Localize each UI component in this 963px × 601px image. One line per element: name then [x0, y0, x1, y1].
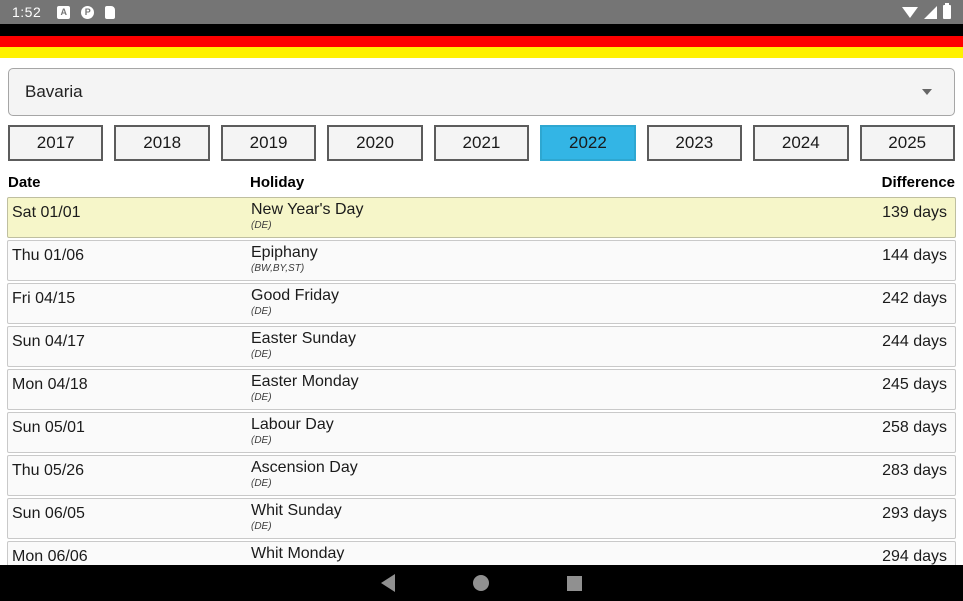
year-button-2025[interactable]: 2025	[859, 125, 955, 161]
holiday-regions: (DE)	[251, 478, 272, 489]
status-bar: 1:52 A P	[0, 0, 963, 24]
holiday-regions: (DE)	[251, 306, 272, 317]
circle-p-badge-icon: P	[81, 5, 95, 19]
cell-signal-icon	[924, 5, 937, 19]
table-row[interactable]: Sun 05/01 Labour Day (DE) 258 days	[7, 412, 956, 453]
holiday-regions: (DE)	[251, 349, 272, 360]
column-header-date: Date	[8, 174, 41, 191]
holiday-date: Mon 04/18	[12, 376, 88, 393]
holiday-cell: New Year's Day (DE)	[251, 201, 847, 237]
holiday-cell: Whit Sunday (DE)	[251, 502, 847, 538]
table-row[interactable]: Sat 01/01 New Year's Day (DE) 139 days	[7, 197, 956, 238]
holiday-cell: Easter Monday (DE)	[251, 373, 847, 409]
holiday-cell: Whit Monday	[251, 545, 847, 581]
wifi-icon	[902, 6, 918, 18]
flag-stripe-red	[0, 36, 963, 47]
table-row[interactable]: Sun 06/05 Whit Sunday (DE) 293 days	[7, 498, 956, 539]
battery-icon	[943, 3, 951, 19]
recents-icon[interactable]	[567, 575, 582, 591]
table-row[interactable]: Fri 04/15 Good Friday (DE) 242 days	[7, 283, 956, 324]
holiday-name: Whit Monday	[251, 545, 345, 562]
holiday-date: Sun 05/01	[12, 419, 85, 436]
holiday-difference: 294 days	[882, 548, 947, 565]
holiday-name: New Year's Day	[251, 201, 364, 218]
holiday-date: Mon 06/06	[12, 548, 88, 565]
holiday-date: Sun 04/17	[12, 333, 85, 350]
android-nav-bar	[0, 565, 963, 601]
holiday-cell: Ascension Day (DE)	[251, 459, 847, 495]
table-row[interactable]: Mon 04/18 Easter Monday (DE) 245 days	[7, 369, 956, 410]
holiday-difference: 144 days	[882, 247, 947, 264]
holiday-name: Easter Monday	[251, 373, 359, 390]
flag-stripe-black	[0, 24, 963, 36]
status-bar-right	[902, 3, 951, 19]
card-badge-icon	[105, 5, 116, 19]
chevron-down-icon	[922, 89, 932, 95]
holiday-difference: 139 days	[882, 204, 947, 221]
holiday-date: Sat 01/01	[12, 204, 81, 221]
table-row[interactable]: Thu 01/06 Epiphany (BW,BY,ST) 144 days	[7, 240, 956, 281]
holiday-regions: (DE)	[251, 220, 272, 231]
holiday-date: Sun 06/05	[12, 505, 85, 522]
holiday-cell: Good Friday (DE)	[251, 287, 847, 323]
holiday-name: Ascension Day	[251, 459, 358, 476]
holiday-difference: 283 days	[882, 462, 947, 479]
holiday-difference: 244 days	[882, 333, 947, 350]
letter-a-badge-icon: A	[57, 5, 71, 19]
home-icon[interactable]	[473, 575, 489, 591]
holiday-difference: 245 days	[882, 376, 947, 393]
holiday-regions: (DE)	[251, 392, 272, 403]
year-button-2021[interactable]: 2021	[433, 125, 530, 161]
holiday-name: Epiphany	[251, 244, 318, 261]
holiday-regions: (DE)	[251, 521, 272, 532]
year-button-row: 2017 2018 2019 2020 2021 2022 2023 2024 …	[8, 125, 955, 161]
holiday-name: Good Friday	[251, 287, 340, 304]
table-header: Date Holiday Difference	[8, 172, 955, 197]
table-row[interactable]: Sun 04/17 Easter Sunday (DE) 244 days	[7, 326, 956, 367]
region-dropdown[interactable]: Bavaria	[8, 68, 955, 116]
year-button-2017[interactable]: 2017	[8, 125, 104, 161]
holiday-name: Whit Sunday	[251, 502, 342, 519]
region-dropdown-value: Bavaria	[25, 82, 83, 101]
year-button-2022[interactable]: 2022	[540, 125, 636, 161]
holiday-difference: 293 days	[882, 505, 947, 522]
year-button-2019[interactable]: 2019	[220, 125, 317, 161]
year-button-2018[interactable]: 2018	[114, 125, 210, 161]
column-header-difference: Difference	[881, 174, 955, 191]
holiday-cell: Easter Sunday (DE)	[251, 330, 847, 366]
german-flag-banner	[0, 24, 963, 58]
column-header-holiday: Holiday	[250, 174, 305, 191]
flag-stripe-gold	[0, 47, 963, 58]
holiday-name: Labour Day	[251, 416, 334, 433]
year-button-2020[interactable]: 2020	[327, 125, 423, 161]
holiday-list: Sat 01/01 New Year's Day (DE) 139 days T…	[7, 197, 956, 582]
holiday-regions: (BW,BY,ST)	[251, 263, 305, 274]
holiday-cell: Epiphany (BW,BY,ST)	[251, 244, 847, 280]
holiday-date: Fri 04/15	[12, 290, 76, 307]
year-button-2023[interactable]: 2023	[646, 125, 743, 161]
holiday-date: Thu 05/26	[12, 462, 85, 479]
holiday-cell: Labour Day (DE)	[251, 416, 847, 452]
year-button-2024[interactable]: 2024	[753, 125, 849, 161]
holiday-regions: (DE)	[251, 435, 272, 446]
clock: 1:52	[12, 4, 42, 20]
table-row[interactable]: Thu 05/26 Ascension Day (DE) 283 days	[7, 455, 956, 496]
holiday-difference: 258 days	[882, 419, 947, 436]
holiday-difference: 242 days	[882, 290, 947, 307]
back-icon[interactable]	[381, 574, 395, 592]
holiday-name: Easter Sunday	[251, 330, 356, 347]
holiday-date: Thu 01/06	[12, 247, 85, 264]
